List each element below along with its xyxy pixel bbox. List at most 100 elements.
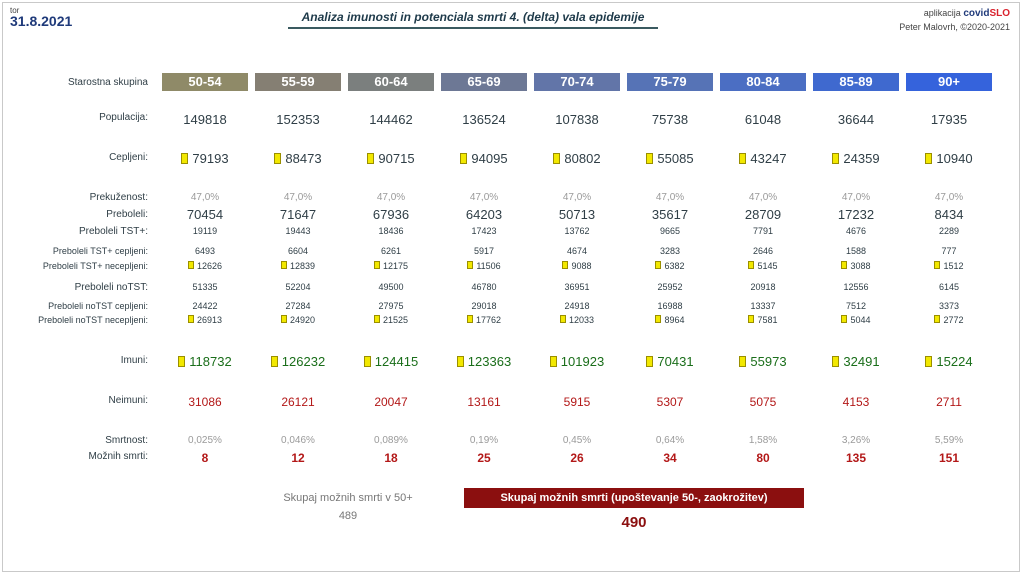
cell-value: 29018: [471, 301, 497, 311]
cell-value: 17935: [930, 112, 968, 127]
yellow-marker-icon: [646, 153, 654, 164]
cell-value: 47,0%: [841, 192, 871, 203]
cell-deaths: 25: [441, 451, 527, 465]
label-tst-plus: Preboleli TST+:: [78, 226, 148, 237]
page-title: Analiza imunosti in potenciala smrti 4. …: [288, 10, 658, 29]
label-tst-plus-unvacc: Preboleli TST+ necepljeni:: [42, 261, 148, 271]
yellow-marker-icon: [178, 356, 186, 367]
yellow-marker-icon: [270, 356, 278, 367]
cell-notst: 6145: [906, 282, 992, 292]
cell-tst-plus: 4676: [813, 226, 899, 236]
cell-value: 51335: [192, 282, 218, 292]
cell-tst-vacc: 3283: [627, 246, 713, 256]
cell-immune: 70431: [627, 354, 713, 369]
cell-mortality: 1,58%: [720, 435, 806, 446]
cell-overcome: 47,0%: [720, 192, 806, 203]
cell-immune: 101923: [534, 354, 620, 369]
cell-value: 49500: [378, 282, 404, 292]
cell-value: 25: [477, 451, 491, 465]
cell-value: 2711: [936, 395, 962, 409]
cell-mortality: 0,089%: [348, 435, 434, 446]
cell-value: 9088: [571, 261, 592, 271]
cell-value: 6493: [194, 246, 216, 256]
label-notst-vacc: Preboleli noTST cepljeni:: [48, 301, 148, 311]
yellow-marker-icon: [274, 153, 282, 164]
cell-immune: 55973: [720, 354, 806, 369]
cell-nonimmune: 31086: [162, 395, 248, 409]
cell-value: 7581: [757, 315, 778, 325]
cell-value: 13337: [750, 301, 776, 311]
cell-mortality: 0,19%: [441, 435, 527, 446]
label-vaccinated: Cepljeni:: [109, 152, 148, 163]
label-immune: Imuni:: [120, 355, 148, 366]
yellow-marker-icon: [187, 315, 194, 323]
cell-notst-vacc: 3373: [906, 301, 992, 311]
cell-value: 19443: [285, 226, 311, 236]
cell-tst-unvacc: 5145: [720, 261, 806, 271]
cell-mortality: 0,025%: [162, 435, 248, 446]
cell-value: 0,45%: [562, 435, 592, 446]
cell-tst-plus: 2289: [906, 226, 992, 236]
cell-value: 0,64%: [655, 435, 685, 446]
cell-population: 36644: [813, 112, 899, 127]
cell-notst: 25952: [627, 282, 713, 292]
age-group-header: 80-84: [720, 73, 806, 91]
cell-nonimmune: 2711: [906, 395, 992, 409]
cell-value: 5145: [757, 261, 778, 271]
cell-value: 15224: [936, 354, 973, 369]
cell-value: 107838: [555, 112, 599, 127]
cell-mortality: 0,45%: [534, 435, 620, 446]
cell-tst-plus: 18436: [348, 226, 434, 236]
cell-overcome: 47,0%: [255, 192, 341, 203]
cell-value: 5917: [473, 246, 495, 256]
cell-value: 75738: [651, 112, 689, 127]
cell-value: 36644: [837, 112, 875, 127]
cell-value: 1512: [943, 261, 964, 271]
cell-value: 144462: [369, 112, 413, 127]
cell-population: 144462: [348, 112, 434, 127]
cell-value: 152353: [276, 112, 320, 127]
total-rounded-label: Skupaj možnih smrti (upoštevanje 50-, za…: [464, 488, 804, 508]
cell-value: 27975: [378, 301, 404, 311]
cell-recovered: 8434: [906, 207, 992, 222]
age-group-header: 65-69: [441, 73, 527, 91]
app-brand: aplikacija covidSLO: [924, 8, 1010, 19]
cell-value: 24918: [564, 301, 590, 311]
cell-notst-vacc: 27284: [255, 301, 341, 311]
cell-value: 136524: [462, 112, 506, 127]
cell-value: 3373: [938, 301, 960, 311]
cell-population: 152353: [255, 112, 341, 127]
yellow-marker-icon: [553, 153, 561, 164]
cell-overcome: 47,0%: [162, 192, 248, 203]
cell-value: 47,0%: [190, 192, 220, 203]
yellow-marker-icon: [841, 261, 848, 269]
cell-deaths: 135: [813, 451, 899, 465]
total-50plus-value: 489: [338, 510, 358, 522]
cell-tst-vacc: 6604: [255, 246, 341, 256]
cell-recovered: 17232: [813, 207, 899, 222]
cell-overcome: 47,0%: [348, 192, 434, 203]
cell-value: 8964: [664, 315, 685, 325]
cell-value: 12839: [289, 261, 316, 271]
cell-value: 80802: [564, 151, 601, 166]
cell-value: 2772: [943, 315, 964, 325]
cell-notst-vacc: 24422: [162, 301, 248, 311]
cell-notst-unvacc: 17762: [441, 315, 527, 325]
yellow-marker-icon: [934, 261, 941, 269]
cell-tst-unvacc: 11506: [441, 261, 527, 271]
yellow-marker-icon: [748, 315, 755, 323]
cell-vaccinated: 90715: [348, 151, 434, 166]
cell-value: 11506: [476, 261, 501, 271]
yellow-marker-icon: [280, 315, 287, 323]
cell-tst-unvacc: 1512: [906, 261, 992, 271]
age-group-header: 85-89: [813, 73, 899, 91]
cell-value: 47,0%: [655, 192, 685, 203]
cell-value: 19119: [192, 226, 218, 236]
cell-notst-unvacc: 5044: [813, 315, 899, 325]
age-group-header: 60-64: [348, 73, 434, 91]
cell-value: 1,58%: [748, 435, 778, 446]
cell-value: 52204: [285, 282, 311, 292]
cell-deaths: 34: [627, 451, 713, 465]
cell-value: 12: [291, 451, 305, 465]
cell-value: 71647: [279, 207, 317, 222]
